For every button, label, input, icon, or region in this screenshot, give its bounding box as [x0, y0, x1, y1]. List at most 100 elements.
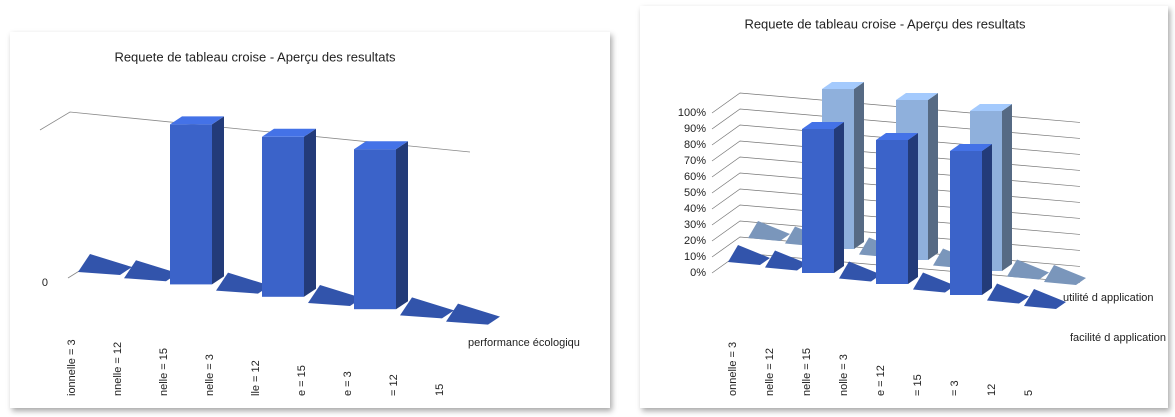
y-tick-label: 10%	[684, 251, 706, 263]
bar	[354, 141, 408, 310]
x-tick-label: nelle = 3	[204, 354, 216, 396]
y-tick-label: 90%	[684, 123, 706, 135]
bar-top	[1007, 259, 1049, 280]
bar-side	[834, 122, 844, 273]
x-tick-label: = 15	[912, 374, 924, 396]
bar	[765, 250, 807, 271]
y-tick-label: 100%	[678, 107, 706, 119]
grid-line	[711, 92, 1081, 123]
y-tick-label: 20%	[684, 235, 706, 247]
bar	[748, 221, 790, 241]
y-tick-label: 0%	[690, 267, 706, 279]
chart-title: Requete de tableau croise - Aperçu des r…	[114, 49, 396, 64]
bar	[262, 128, 316, 297]
bar-side	[304, 128, 316, 297]
bar-top	[308, 285, 362, 306]
legend-label: utilité d application	[1063, 292, 1154, 304]
bar-top	[970, 104, 1012, 111]
x-tick-label: nelle = 15	[801, 348, 813, 396]
bar	[913, 272, 955, 293]
y-tick-label: 40%	[684, 203, 706, 215]
bar-top	[822, 82, 864, 89]
x-tick-label: e = 12	[875, 365, 887, 396]
bar-front	[262, 136, 304, 297]
x-tick-label: lle = 12	[250, 360, 262, 396]
x-tick-label: e = 3	[342, 371, 354, 396]
bar	[216, 272, 270, 294]
bar	[987, 283, 1029, 304]
bar	[728, 245, 770, 265]
bar-top	[1024, 289, 1066, 309]
bar-top	[354, 141, 408, 150]
x-tick-label: ionnelle = 3	[66, 339, 78, 396]
bar-side	[1002, 104, 1012, 271]
bar-top	[802, 122, 844, 129]
legend-label: facilité d application	[1070, 332, 1166, 344]
chart-title: Requete de tableau croise - Aperçu des r…	[744, 16, 1026, 31]
x-tick-label: 5	[1023, 390, 1035, 396]
bar	[1024, 289, 1066, 309]
bar-side	[982, 144, 992, 295]
y-tick-label: 0	[42, 277, 48, 289]
x-tick-label: = 12	[388, 374, 400, 396]
bar-top	[216, 272, 270, 294]
bar	[1044, 265, 1086, 285]
bar-front	[802, 129, 834, 273]
bar-top	[748, 221, 790, 241]
bar-front	[950, 151, 982, 295]
bar-side	[396, 141, 408, 310]
bar-top	[765, 250, 807, 271]
bar	[124, 260, 178, 282]
bar	[446, 303, 500, 325]
bar-side	[928, 93, 938, 260]
bar	[308, 285, 362, 306]
x-tick-label: nnelle = 12	[112, 342, 124, 396]
bar-side	[854, 82, 864, 249]
bar-top	[950, 144, 992, 151]
bar-top	[1044, 265, 1086, 285]
x-tick-label: 15	[434, 384, 446, 396]
bar-front	[170, 124, 212, 285]
bar	[950, 144, 992, 295]
bar-side	[212, 116, 224, 285]
x-tick-label: e = 15	[296, 365, 308, 396]
bar-front	[876, 140, 908, 284]
bar-front	[354, 149, 396, 310]
bar-top	[913, 272, 955, 293]
bar	[876, 133, 918, 284]
bar-top	[446, 303, 500, 325]
legend-label: performance écologiqu	[468, 337, 580, 349]
y-tick-label: 50%	[684, 187, 706, 199]
bar	[78, 254, 132, 275]
x-tick-label: = 3	[949, 380, 961, 396]
bar-top	[262, 128, 316, 137]
x-tick-label: onnelle = 3	[727, 342, 739, 396]
bar-top	[124, 260, 178, 282]
bar	[400, 297, 454, 319]
bar-top	[78, 254, 132, 275]
bar	[1007, 259, 1049, 280]
bar-top	[987, 283, 1029, 304]
bar-top	[400, 297, 454, 319]
bar	[839, 261, 881, 282]
y-tick-label: 80%	[684, 139, 706, 151]
bar-top	[896, 93, 938, 100]
bar-top	[876, 133, 918, 140]
bar-side	[908, 133, 918, 284]
bar-top	[170, 116, 224, 125]
y-tick-label: 70%	[684, 155, 706, 167]
x-tick-label: 12	[986, 384, 998, 396]
x-tick-label: nelle = 15	[158, 348, 170, 396]
bar	[170, 116, 224, 285]
bar-top	[728, 245, 770, 265]
bar	[802, 122, 844, 273]
y-tick-label: 30%	[684, 219, 706, 231]
x-tick-label: nelle = 12	[764, 348, 776, 396]
grid-line	[711, 108, 1081, 139]
y-tick-label: 60%	[684, 171, 706, 183]
wall-frame	[39, 111, 471, 153]
bar-top	[839, 261, 881, 282]
x-tick-label: nolle = 3	[838, 354, 850, 396]
